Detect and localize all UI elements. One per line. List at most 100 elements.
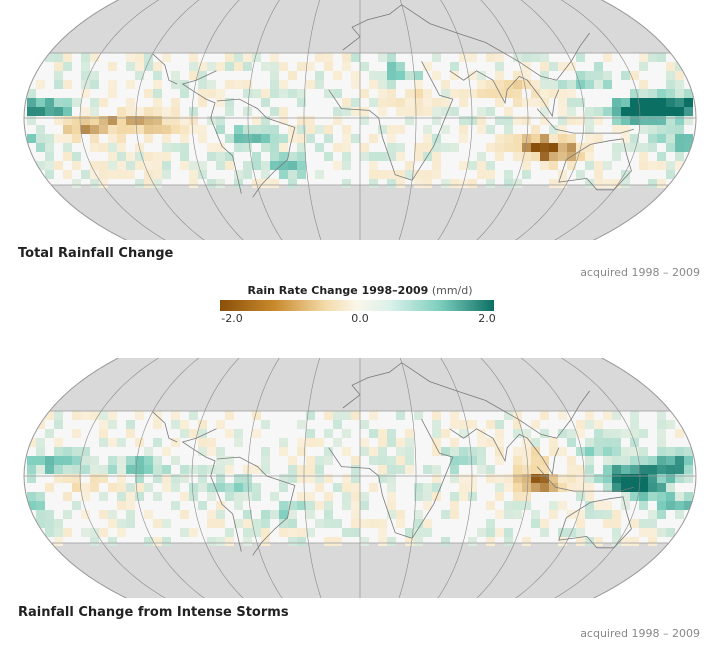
rain-cell [288,170,297,179]
rain-cell [405,98,414,107]
rain-cell [99,465,108,474]
rain-cell [378,71,387,80]
rain-cell [585,456,594,465]
rain-cell [45,519,54,528]
rain-cell [666,420,675,429]
rain-cell [558,170,567,179]
rain-cell [153,411,162,420]
rain-cell [396,71,405,80]
rain-cell [225,62,234,71]
rain-cell [45,411,54,420]
coastlines [152,362,634,556]
rain-cell [324,429,333,438]
rain-cell [225,465,234,474]
rain-cell [387,474,396,483]
rain-cell [387,492,396,501]
rain-cell [261,456,270,465]
rain-cell [333,438,342,447]
rain-cell [81,107,90,116]
rain-cells [27,53,693,188]
coastline [152,411,178,443]
rain-cell [423,107,432,116]
rain-cell [558,107,567,116]
rain-cell [153,420,162,429]
rain-cell [531,80,540,89]
rain-cell [540,474,549,483]
rain-cell [27,456,36,465]
rain-cell [45,170,54,179]
rain-cell [225,528,234,537]
rain-cell [522,483,531,492]
rain-cell [342,161,351,170]
rain-cell [513,53,522,62]
rain-cell [639,98,648,107]
rain-cell [153,456,162,465]
rain-cell [621,170,630,179]
rain-cell [36,492,45,501]
rain-cell [162,465,171,474]
rain-cell [603,501,612,510]
rain-cell [36,107,45,116]
rain-cell [585,80,594,89]
rain-cell [612,179,621,188]
rain-cell [90,107,99,116]
rain-cell [54,80,63,89]
rain-cell [630,98,639,107]
rain-cell [90,465,99,474]
rain-cell [648,537,657,546]
rain-cell [405,528,414,537]
rain-cell [405,161,414,170]
rain-cell [513,429,522,438]
rain-cell [513,474,522,483]
rain-cell [72,125,81,134]
rain-cell [414,528,423,537]
rain-cell [513,71,522,80]
rain-cell [234,53,243,62]
rain-cell [477,465,486,474]
rain-cell [36,447,45,456]
rain-cell [558,474,567,483]
rain-cell [63,125,72,134]
rain-cell [405,89,414,98]
rain-cell [216,456,225,465]
rain-cell [36,134,45,143]
rain-cell [45,510,54,519]
rain-cell [369,456,378,465]
rain-cell [216,537,225,546]
rain-cell [72,161,81,170]
rain-cell [648,179,657,188]
rain-cell [540,483,549,492]
rain-cell [315,465,324,474]
rain-cell [504,528,513,537]
rain-cell [459,483,468,492]
rain-cell [72,456,81,465]
rain-cell [450,501,459,510]
rain-cell [387,483,396,492]
rain-cell [468,71,477,80]
rain-cell [126,420,135,429]
rain-cell [117,528,126,537]
rain-cell [423,528,432,537]
rain-cell [288,465,297,474]
rain-cell [216,447,225,456]
rain-cell [657,107,666,116]
rain-cell [72,134,81,143]
rain-cell [243,80,252,89]
rain-cell [252,152,261,161]
rain-cell [657,456,666,465]
rain-cell [279,143,288,152]
rain-cell [36,519,45,528]
rain-cell [603,447,612,456]
rain-cell [450,179,459,188]
rain-cell [288,161,297,170]
rain-cell [216,465,225,474]
rain-cell [567,161,576,170]
rain-cell [432,143,441,152]
rain-cell [162,161,171,170]
rain-cell [45,143,54,152]
rain-cell [603,519,612,528]
rain-cell [171,125,180,134]
rain-cell [666,161,675,170]
rain-cell [405,71,414,80]
rain-cell [648,134,657,143]
